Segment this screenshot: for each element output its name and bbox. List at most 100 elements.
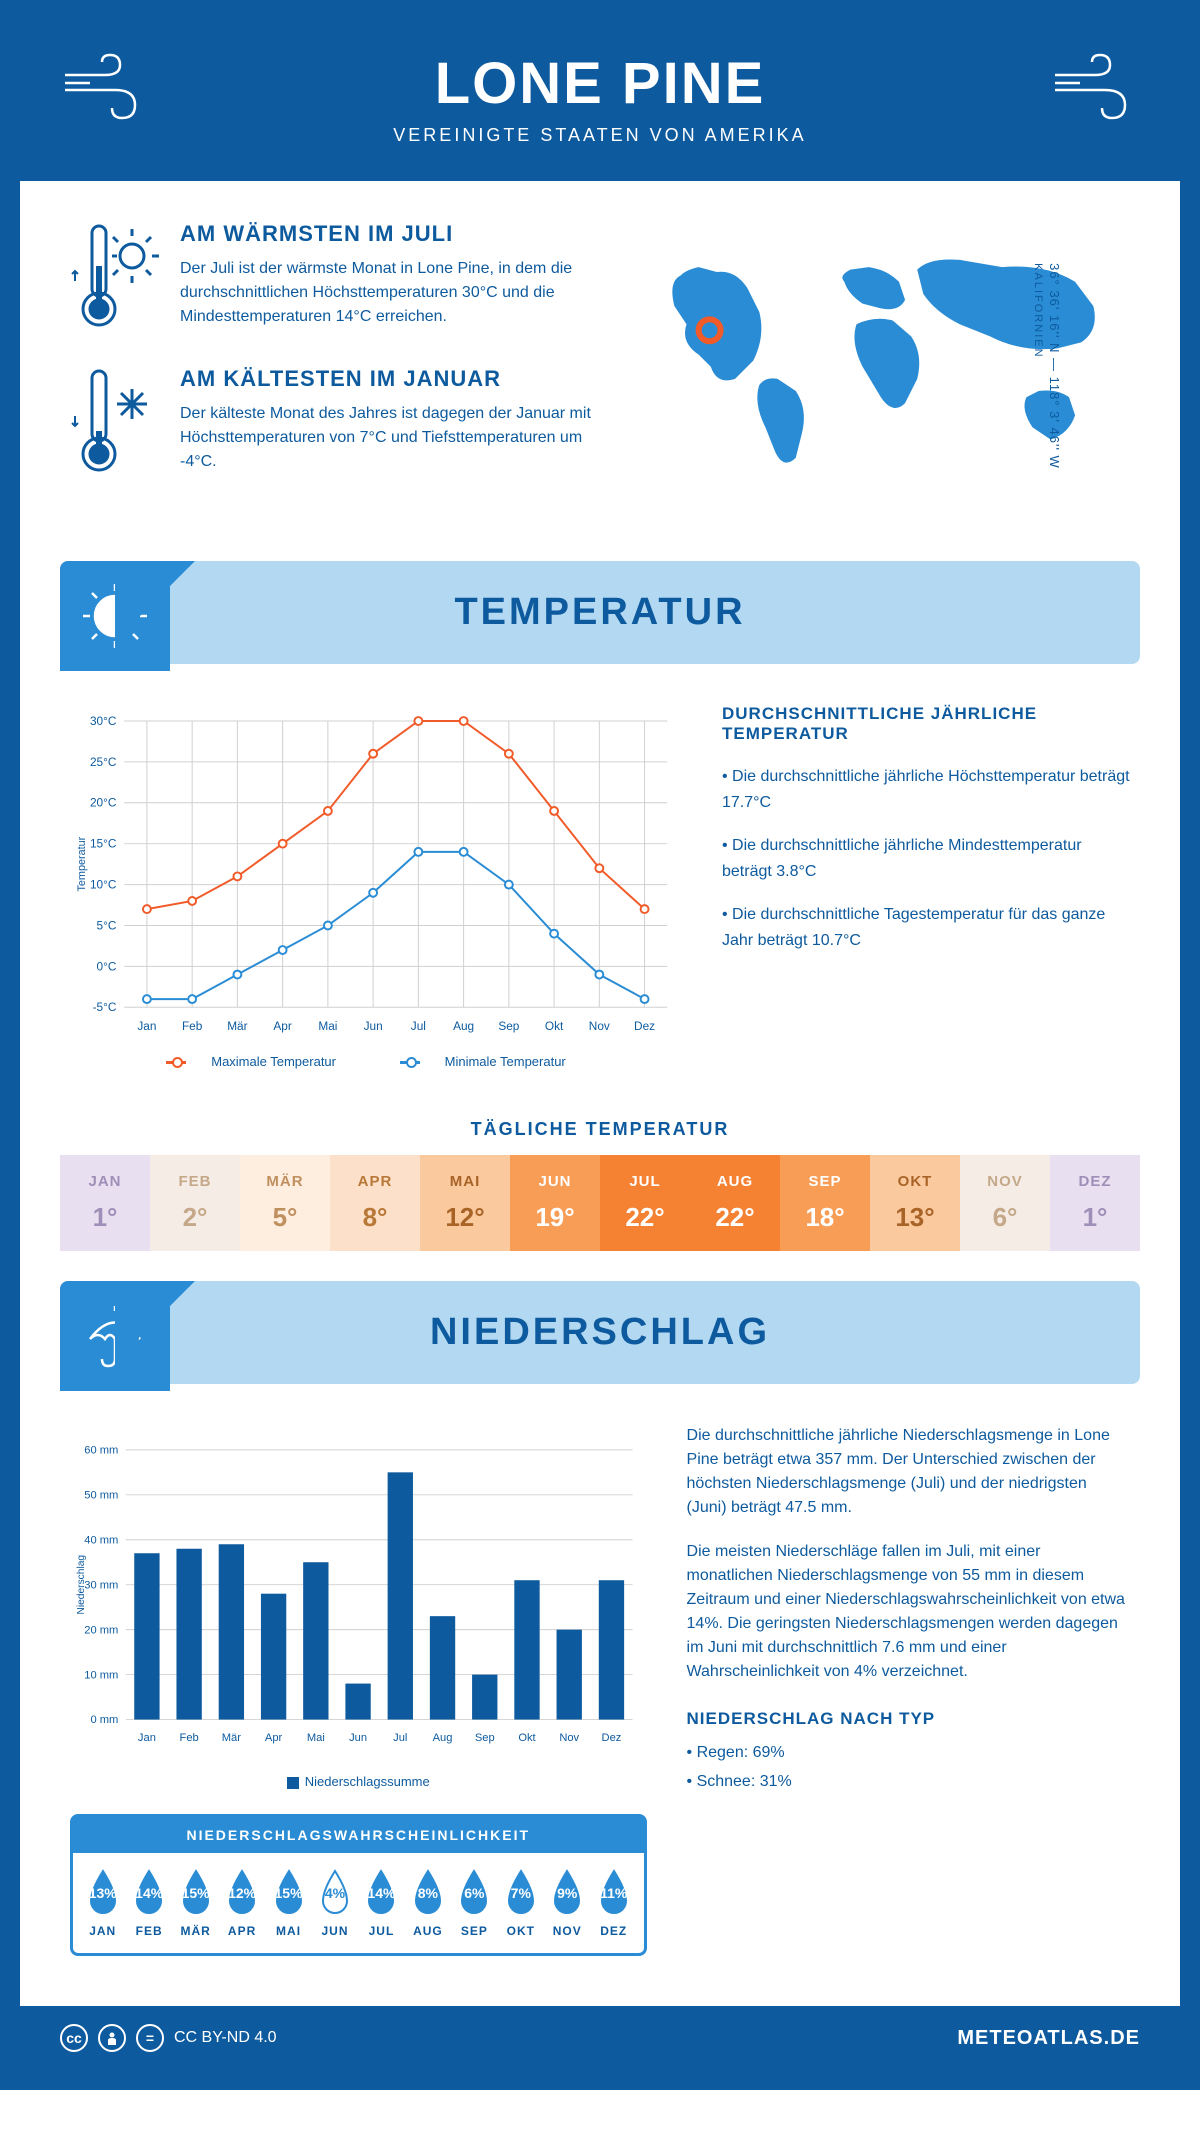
sun-icon [60, 561, 170, 671]
temperature-legend: Maximale Temperatur Minimale Temperatur [70, 1054, 682, 1069]
svg-text:Temperatur: Temperatur [76, 836, 88, 891]
svg-text:50 mm: 50 mm [84, 1490, 118, 1502]
svg-text:Dez: Dez [602, 1732, 622, 1744]
svg-text:Mär: Mär [222, 1732, 241, 1744]
svg-text:Mai: Mai [307, 1732, 325, 1744]
svg-text:Sep: Sep [475, 1732, 495, 1744]
daily-cell: MAI12° [420, 1155, 510, 1251]
daily-cell: JUL22° [600, 1155, 690, 1251]
daily-temp-table: JAN1° FEB2° MÄR5° APR8° MAI12° JUN19° JU… [60, 1155, 1140, 1251]
svg-text:Dez: Dez [634, 1019, 655, 1033]
svg-text:Aug: Aug [453, 1019, 474, 1033]
umbrella-icon [60, 1281, 170, 1391]
daily-cell: FEB2° [150, 1155, 240, 1251]
probability-cell: 14% FEB [127, 1868, 170, 1938]
svg-text:25°C: 25°C [90, 755, 117, 769]
nd-icon: = [136, 2024, 164, 2052]
source-text: METEOATLAS.DE [957, 2027, 1140, 2050]
precip-text-p1: Die durchschnittliche jährliche Niedersc… [687, 1424, 1130, 1520]
svg-text:Jan: Jan [137, 1019, 156, 1033]
coldest-title: AM KÄLTESTEN IM JANUAR [180, 366, 604, 392]
svg-text:Feb: Feb [180, 1732, 199, 1744]
probability-cell: 14% JUL [360, 1868, 403, 1938]
daily-cell: OKT13° [870, 1155, 960, 1251]
svg-text:Feb: Feb [182, 1019, 203, 1033]
probability-cell: 15% MÄR [174, 1868, 217, 1938]
temp-text-p3: • Die durchschnittliche Tagestemperatur … [722, 902, 1130, 953]
svg-text:Jul: Jul [411, 1019, 426, 1033]
svg-text:Okt: Okt [545, 1019, 564, 1033]
daily-cell: AUG22° [690, 1155, 780, 1251]
license-text: CC BY-ND 4.0 [174, 2029, 277, 2047]
daily-cell: SEP18° [780, 1155, 870, 1251]
svg-text:Jan: Jan [138, 1732, 156, 1744]
probability-cell: 7% OKT [499, 1868, 542, 1938]
probability-cell: 13% JAN [81, 1868, 124, 1938]
svg-text:30 mm: 30 mm [84, 1579, 118, 1591]
coordinates: 36° 36' 16'' N — 118° 3' 46'' W KALIFORN… [1032, 263, 1062, 469]
daily-cell: DEZ1° [1050, 1155, 1140, 1251]
svg-text:20°C: 20°C [90, 796, 117, 810]
page-footer: cc = CC BY-ND 4.0 METEOATLAS.DE [20, 2006, 1180, 2070]
daily-cell: APR8° [330, 1155, 420, 1251]
svg-text:Jun: Jun [349, 1732, 367, 1744]
daily-temp-title: TÄGLICHE TEMPERATUR [20, 1119, 1180, 1140]
wind-icon [1050, 50, 1140, 125]
svg-text:0 mm: 0 mm [90, 1714, 118, 1726]
svg-text:Mai: Mai [318, 1019, 337, 1033]
precip-text-p2: Die meisten Niederschläge fallen im Juli… [687, 1540, 1130, 1684]
temperature-section-header: TEMPERATUR [60, 561, 1140, 664]
precipitation-section-header: NIEDERSCHLAG [60, 1281, 1140, 1384]
daily-cell: JUN19° [510, 1155, 600, 1251]
temp-text-p1: • Die durchschnittliche jährliche Höchst… [722, 764, 1130, 815]
svg-text:10 mm: 10 mm [84, 1669, 118, 1681]
svg-text:60 mm: 60 mm [84, 1445, 118, 1457]
precip-snow: • Schnee: 31% [687, 1768, 1130, 1797]
precip-rain: • Regen: 69% [687, 1739, 1130, 1768]
svg-text:Nov: Nov [589, 1019, 610, 1033]
svg-text:10°C: 10°C [90, 878, 117, 892]
page-header: LONE PINE VEREINIGTE STAATEN VON AMERIKA [20, 20, 1180, 181]
temperature-line-chart: -5°C0°C5°C10°C15°C20°C25°C30°CJanFebMärA… [70, 704, 682, 1044]
precipitation-bar-chart: 0 mm10 mm20 mm30 mm40 mm50 mm60 mmJanFeb… [70, 1424, 647, 1764]
probability-cell: 9% NOV [546, 1868, 589, 1938]
probability-cell: 15% MAI [267, 1868, 310, 1938]
thermometer-cold-icon [70, 366, 160, 481]
warmest-block: AM WÄRMSTEN IM JULI Der Juli ist der wär… [70, 221, 604, 336]
coldest-text: Der kälteste Monat des Jahres ist dagege… [180, 402, 604, 474]
svg-text:Aug: Aug [433, 1732, 453, 1744]
svg-text:Jun: Jun [364, 1019, 383, 1033]
coldest-block: AM KÄLTESTEN IM JANUAR Der kälteste Mona… [70, 366, 604, 481]
svg-text:15°C: 15°C [90, 837, 117, 851]
intro-section: AM WÄRMSTEN IM JULI Der Juli ist der wär… [20, 181, 1180, 541]
daily-cell: MÄR5° [240, 1155, 330, 1251]
precipitation-probability-box: NIEDERSCHLAGSWAHRSCHEINLICHKEIT 13% JAN … [70, 1814, 647, 1956]
svg-text:5°C: 5°C [97, 918, 117, 932]
daily-cell: NOV6° [960, 1155, 1050, 1251]
svg-text:Sep: Sep [498, 1019, 519, 1033]
probability-title: NIEDERSCHLAGSWAHRSCHEINLICHKEIT [73, 1817, 644, 1853]
svg-text:Okt: Okt [518, 1732, 536, 1744]
daily-cell: JAN1° [60, 1155, 150, 1251]
location-title: LONE PINE [40, 50, 1160, 117]
svg-text:Jul: Jul [393, 1732, 407, 1744]
probability-cell: 8% AUG [406, 1868, 449, 1938]
world-map: 36° 36' 16'' N — 118° 3' 46'' W KALIFORN… [644, 221, 1130, 511]
svg-text:0°C: 0°C [97, 959, 117, 973]
wind-icon [60, 50, 150, 125]
probability-cell: 6% SEP [453, 1868, 496, 1938]
temperature-title: TEMPERATUR [80, 591, 1120, 634]
cc-icon: cc [60, 2024, 88, 2052]
temperature-section: -5°C0°C5°C10°C15°C20°C25°C30°CJanFebMärA… [20, 684, 1180, 1089]
warmest-text: Der Juli ist der wärmste Monat in Lone P… [180, 257, 604, 329]
precip-type-title: NIEDERSCHLAG NACH TYP [687, 1709, 1130, 1729]
svg-text:20 mm: 20 mm [84, 1624, 118, 1636]
precipitation-legend: Niederschlagssumme [70, 1774, 647, 1789]
warmest-title: AM WÄRMSTEN IM JULI [180, 221, 604, 247]
location-country: VEREINIGTE STAATEN VON AMERIKA [40, 125, 1160, 146]
precipitation-title: NIEDERSCHLAG [80, 1311, 1120, 1354]
svg-text:Nov: Nov [559, 1732, 579, 1744]
svg-text:Mär: Mär [227, 1019, 247, 1033]
probability-cell: 12% APR [220, 1868, 263, 1938]
precipitation-section: 0 mm10 mm20 mm30 mm40 mm50 mm60 mmJanFeb… [20, 1404, 1180, 1976]
